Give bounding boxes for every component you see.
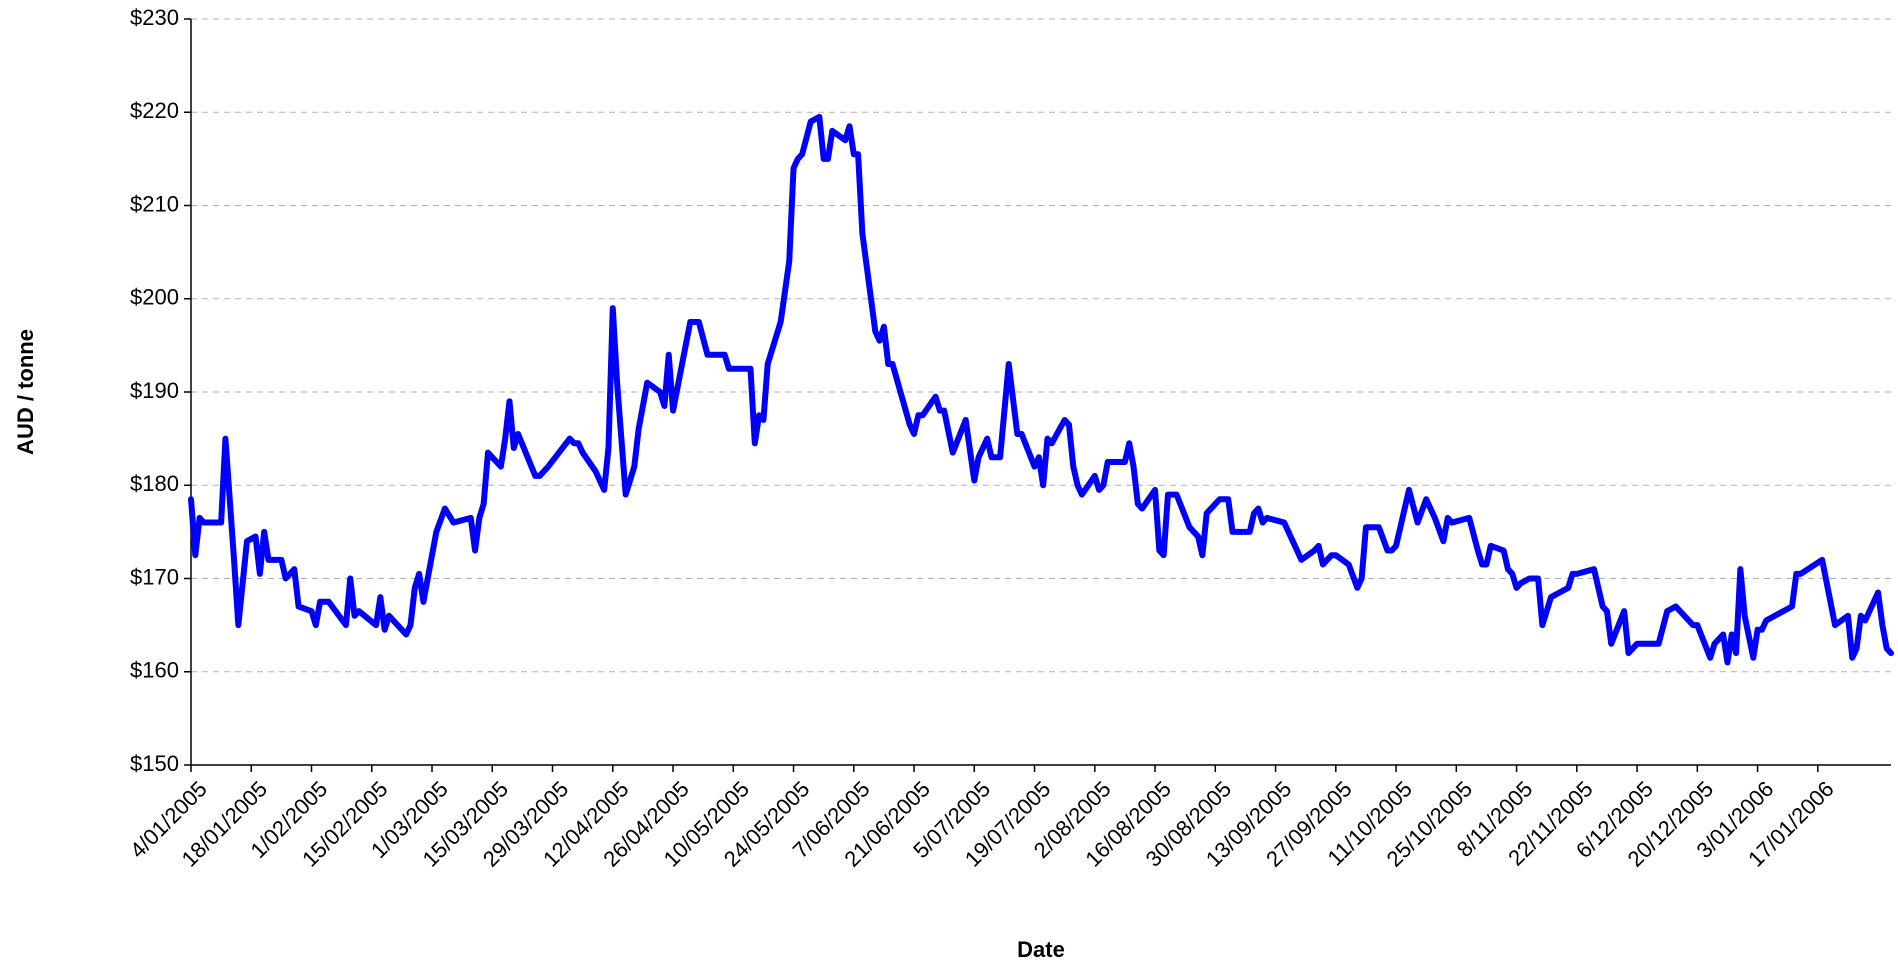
y-tick-label: $230 [130,5,179,30]
y-axis-title: AUD / tonne [13,329,38,455]
y-tick-label: $200 [130,285,179,310]
y-tick-label: $210 [130,191,179,216]
y-tick-label: $160 [130,658,179,683]
y-tick-label: $170 [130,564,179,589]
y-tick-label: $180 [130,471,179,496]
x-axis-title: Date [1017,937,1065,962]
y-tick-label: $220 [130,98,179,123]
y-tick-label: $190 [130,378,179,403]
y-tick-label: $150 [130,751,179,776]
price-line [188,113,1894,666]
